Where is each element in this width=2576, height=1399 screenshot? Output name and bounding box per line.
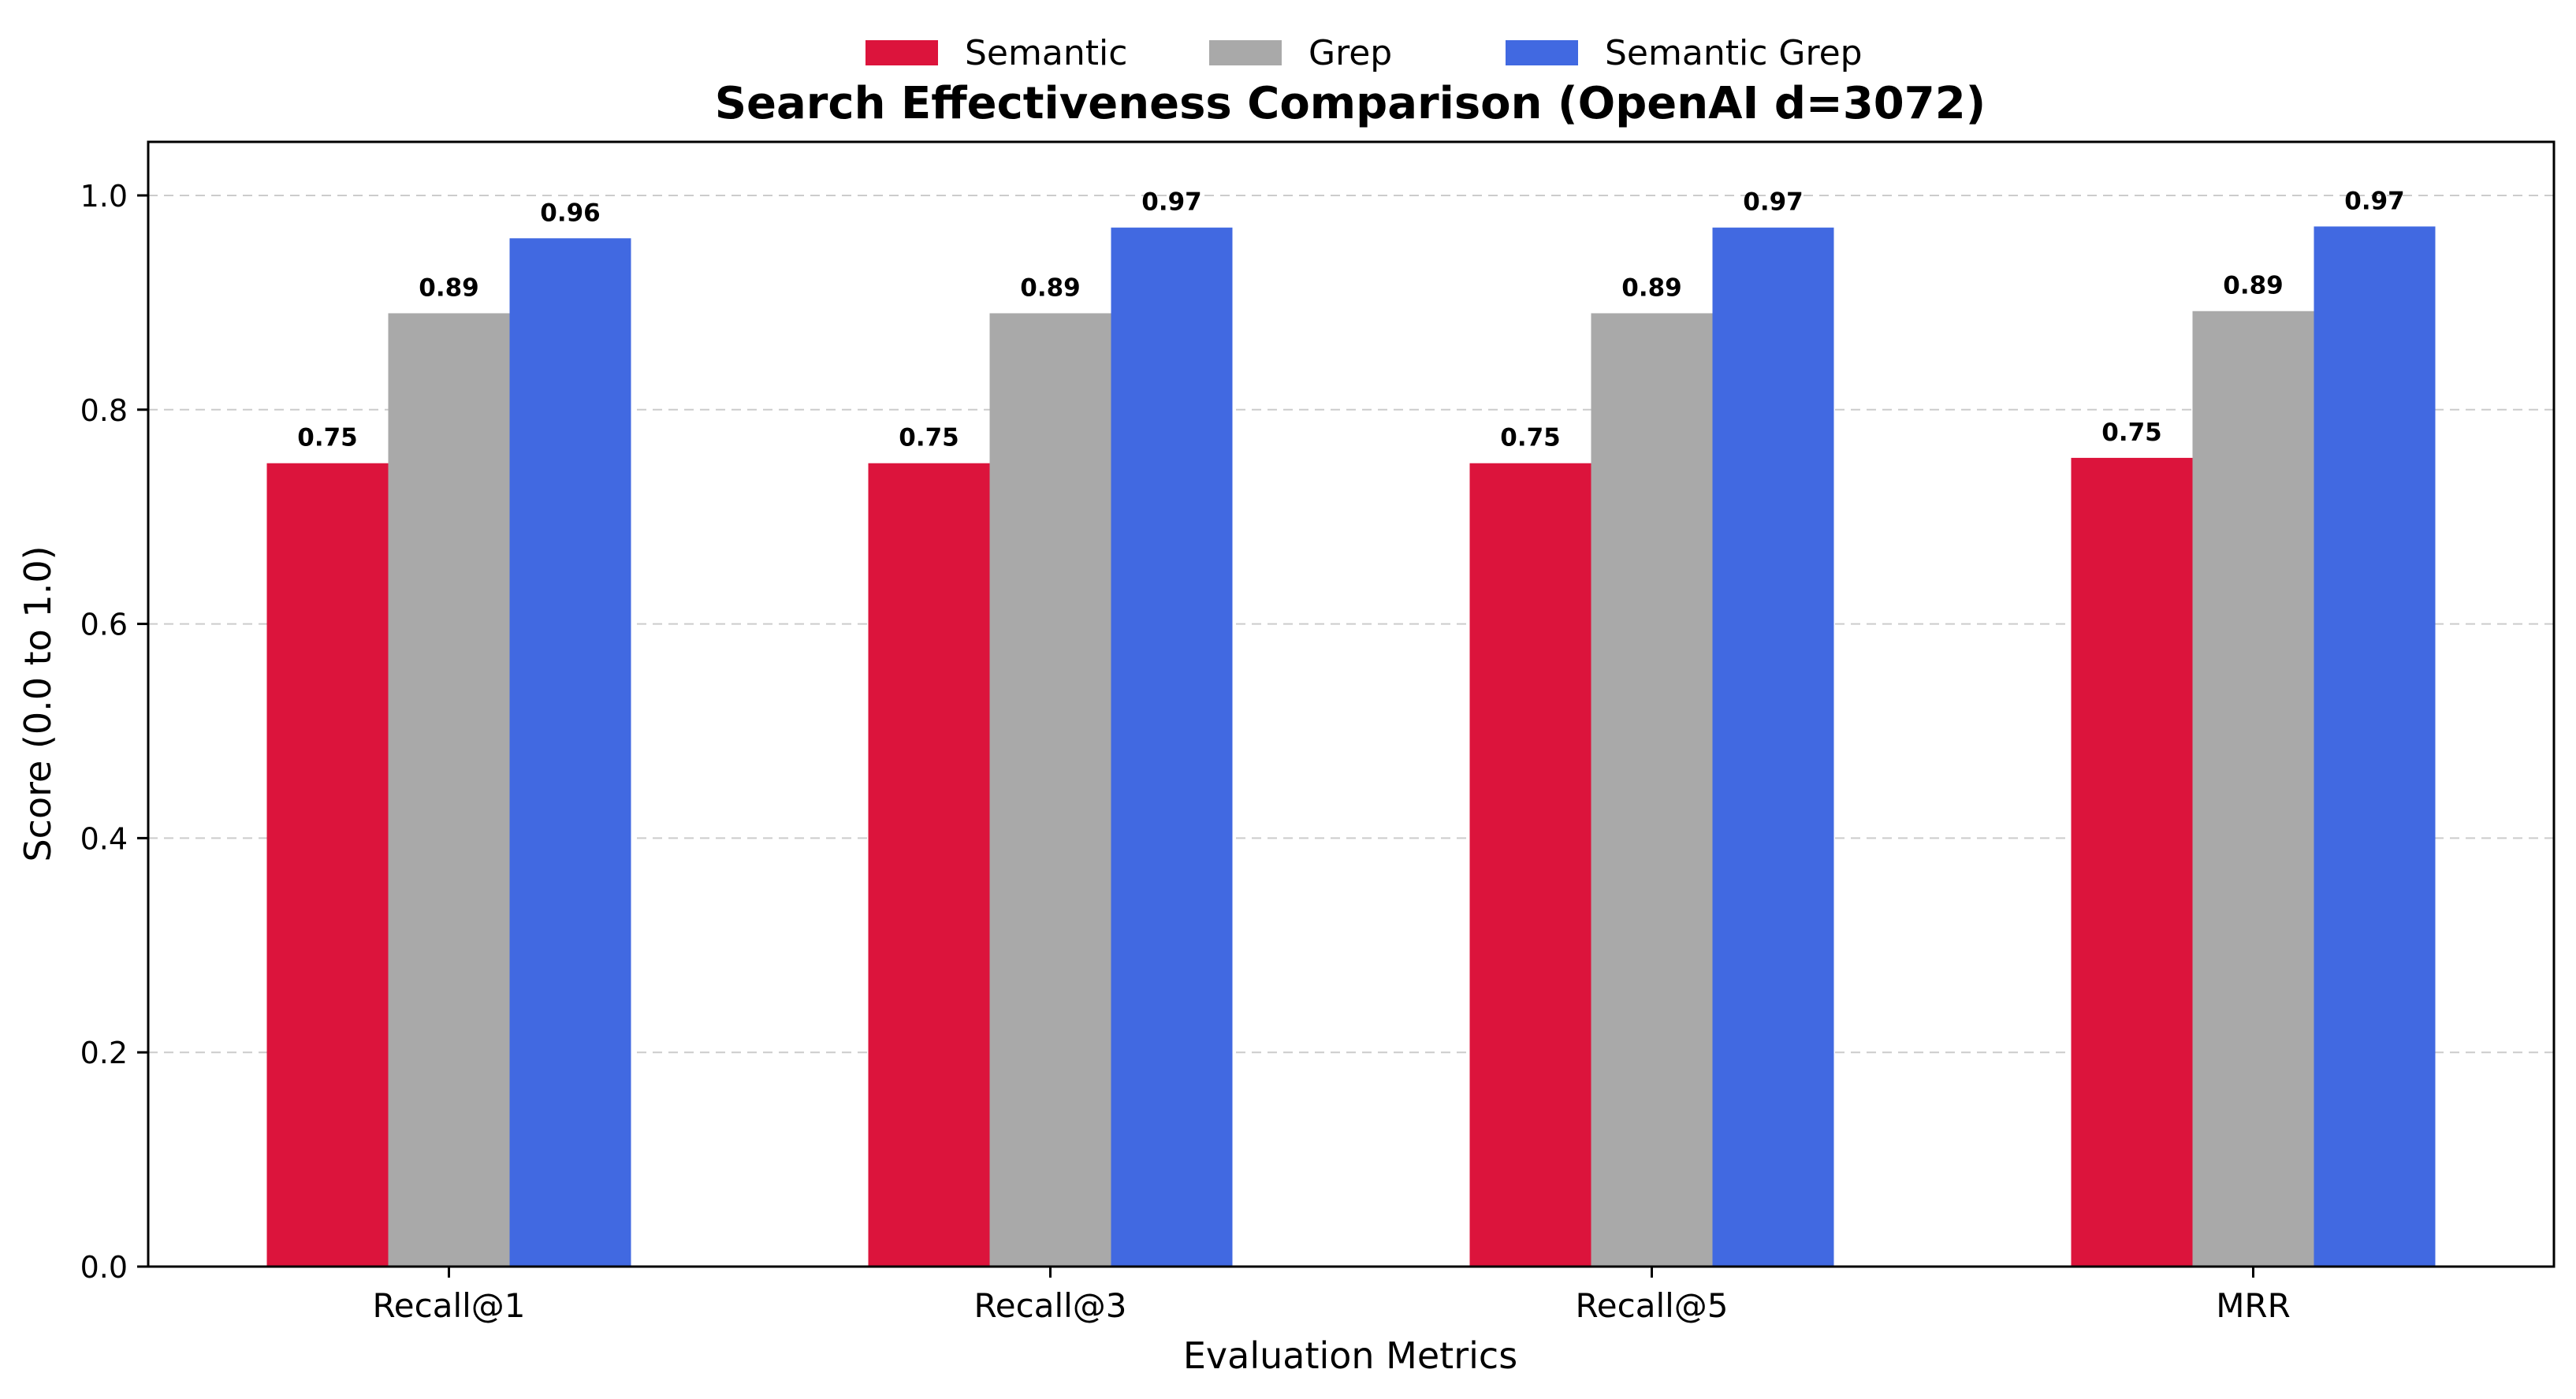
data-label: 0.97	[2344, 187, 2405, 215]
x-axis-label: Evaluation Metrics	[1183, 1334, 1517, 1377]
y-axis-label: Score (0.0 to 1.0)	[17, 545, 59, 861]
data-label: 0.75	[899, 424, 959, 452]
bar-semantic-recall-3	[868, 463, 990, 1267]
y-tick-label: 0.2	[80, 1036, 128, 1070]
data-label: 0.97	[1743, 188, 1804, 217]
bar-semantic-grep-mrr	[2314, 226, 2436, 1267]
bar-grep-recall-1	[388, 313, 510, 1267]
legend-swatch-semantic	[865, 40, 938, 65]
data-label: 0.89	[1020, 273, 1081, 302]
legend: Semantic Grep Semantic Grep	[865, 33, 1863, 73]
bar-semantic-recall-1	[266, 463, 389, 1267]
bar-semantic-grep-recall-1	[509, 238, 631, 1267]
legend-swatch-grep	[1209, 40, 1282, 65]
data-label: 0.75	[2101, 419, 2162, 447]
data-label: 0.96	[540, 199, 601, 227]
data-labels: 0.75 0.89 0.96 0.75 0.89 0.97 0.75 0.89 0.97 0.75…	[297, 187, 2405, 452]
x-tick-label: Recall@5	[1575, 1286, 1728, 1325]
bar-grep-recall-5	[1591, 313, 1713, 1267]
data-label: 0.97	[1141, 188, 1202, 217]
y-tick-label: 1.0	[80, 179, 128, 214]
data-label: 0.89	[419, 273, 479, 302]
bar-grep-mrr	[2192, 311, 2314, 1267]
legend-label: Semantic	[965, 33, 1127, 73]
y-tick-label: 0.6	[80, 608, 128, 642]
y-tick-label: 0.0	[80, 1250, 128, 1285]
legend-label: Semantic Grep	[1605, 33, 1863, 73]
x-tick-label: MRR	[2216, 1286, 2291, 1325]
bars	[266, 226, 2436, 1267]
data-label: 0.75	[1500, 424, 1561, 452]
chart-title: Search Effectiveness Comparison (OpenAI …	[715, 78, 1986, 129]
y-axis: 0.0 0.2 0.4 0.6 0.8 1.0	[80, 179, 148, 1285]
bar-grep-recall-3	[989, 313, 1111, 1267]
x-axis: Recall@1 Recall@3 Recall@5 MRR	[372, 1267, 2291, 1325]
y-tick-label: 0.8	[80, 393, 128, 428]
legend-swatch-semantic-grep	[1506, 40, 1578, 65]
x-tick-label: Recall@1	[372, 1286, 525, 1325]
plot-frame	[147, 140, 2556, 1268]
bar-semantic-mrr	[2071, 457, 2193, 1267]
bar-semantic-grep-recall-3	[1111, 227, 1233, 1267]
data-label: 0.89	[1621, 273, 1682, 302]
x-tick-label: Recall@3	[973, 1286, 1126, 1325]
legend-label: Grep	[1308, 33, 1392, 73]
data-label: 0.75	[297, 424, 358, 452]
y-tick-label: 0.4	[80, 821, 128, 856]
bar-semantic-recall-5	[1469, 463, 1591, 1267]
data-label: 0.89	[2223, 272, 2284, 300]
bar-semantic-grep-recall-5	[1712, 227, 1834, 1267]
